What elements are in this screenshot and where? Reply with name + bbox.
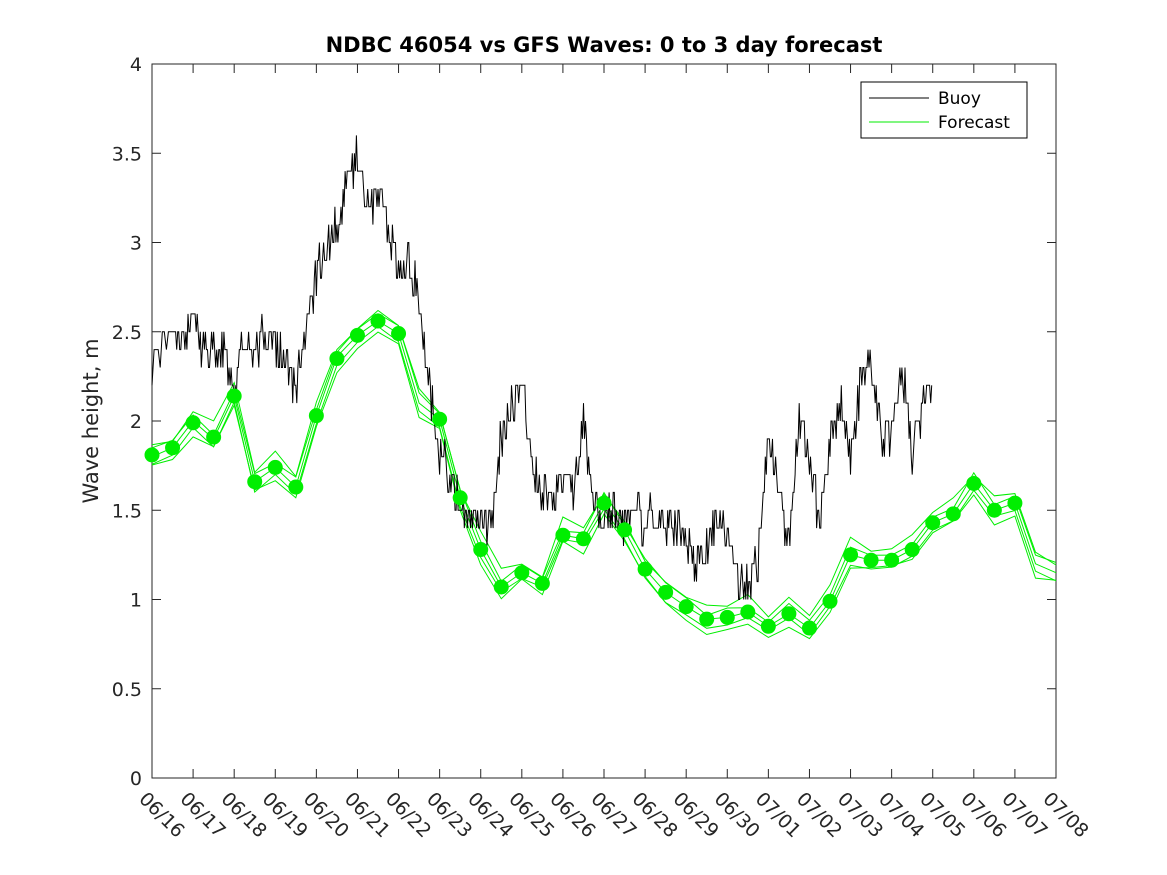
forecast-line (151, 331, 1057, 640)
forecast-line (151, 313, 1057, 618)
forecast-marker (966, 475, 982, 491)
y-tick-label: 1 (130, 590, 142, 612)
forecast-marker (165, 440, 181, 456)
chart-title: NDBC 46054 vs GFS Waves: 0 to 3 day fore… (326, 33, 883, 57)
forecast-marker (801, 620, 817, 636)
y-tick-label: 4 (130, 54, 142, 76)
y-tick-label: 2 (130, 411, 142, 433)
forecast-marker (247, 474, 263, 490)
forecast-marker (678, 599, 694, 615)
forecast-marker (452, 490, 468, 506)
forecast-marker (1007, 495, 1023, 511)
forecast-marker (329, 351, 345, 367)
forecast-marker (575, 531, 591, 547)
forecast-marker (493, 579, 509, 595)
legend-box (860, 81, 1028, 139)
forecast-marker (391, 326, 407, 342)
legend: Buoy Forecast (860, 81, 1028, 139)
forecast-marker (288, 479, 304, 495)
forecast-marker (884, 552, 900, 568)
forecast-marker (986, 502, 1002, 518)
forecast-marker (555, 527, 571, 543)
y-tick-label: 3.5 (112, 143, 142, 165)
forecast-marker (185, 415, 201, 431)
forecast-marker (349, 327, 365, 343)
forecast-marker (822, 593, 838, 609)
forecast-marker (637, 561, 653, 577)
forecast-marker (699, 611, 715, 627)
forecast-marker (534, 575, 550, 591)
forecast-marker (863, 552, 879, 568)
forecast-marker (843, 547, 859, 563)
y-axis-label: Wave height, m (79, 338, 103, 503)
y-tick-label: 2.5 (112, 322, 142, 344)
forecast-marker (226, 388, 242, 404)
y-tick-label: 1.5 (112, 500, 142, 522)
y-tick-label: 0.5 (112, 679, 142, 701)
forecast-marker (617, 522, 633, 538)
legend-forecast-label: Forecast (938, 113, 1010, 133)
legend-buoy-label: Buoy (938, 89, 981, 109)
forecast-marker (308, 408, 324, 424)
forecast-marker (760, 618, 776, 634)
forecast-marker (781, 606, 797, 622)
forecast-marker (719, 609, 735, 625)
forecast-marker (596, 495, 612, 511)
forecast-marker (206, 429, 222, 445)
forecast-marker (370, 313, 386, 329)
forecast-marker (740, 604, 756, 620)
forecast-marker (144, 447, 160, 463)
forecast-marker (925, 515, 941, 531)
y-tick-label: 0 (130, 768, 142, 790)
forecast-marker (514, 565, 530, 581)
forecast-marker (658, 584, 674, 600)
y-tick-label: 3 (130, 233, 142, 255)
forecast-marker (904, 542, 920, 558)
forecast-marker (267, 459, 283, 475)
forecast-marker (432, 411, 448, 427)
forecast-marker (473, 542, 489, 558)
buoy-line (151, 135, 933, 600)
forecast-marker (945, 506, 961, 522)
